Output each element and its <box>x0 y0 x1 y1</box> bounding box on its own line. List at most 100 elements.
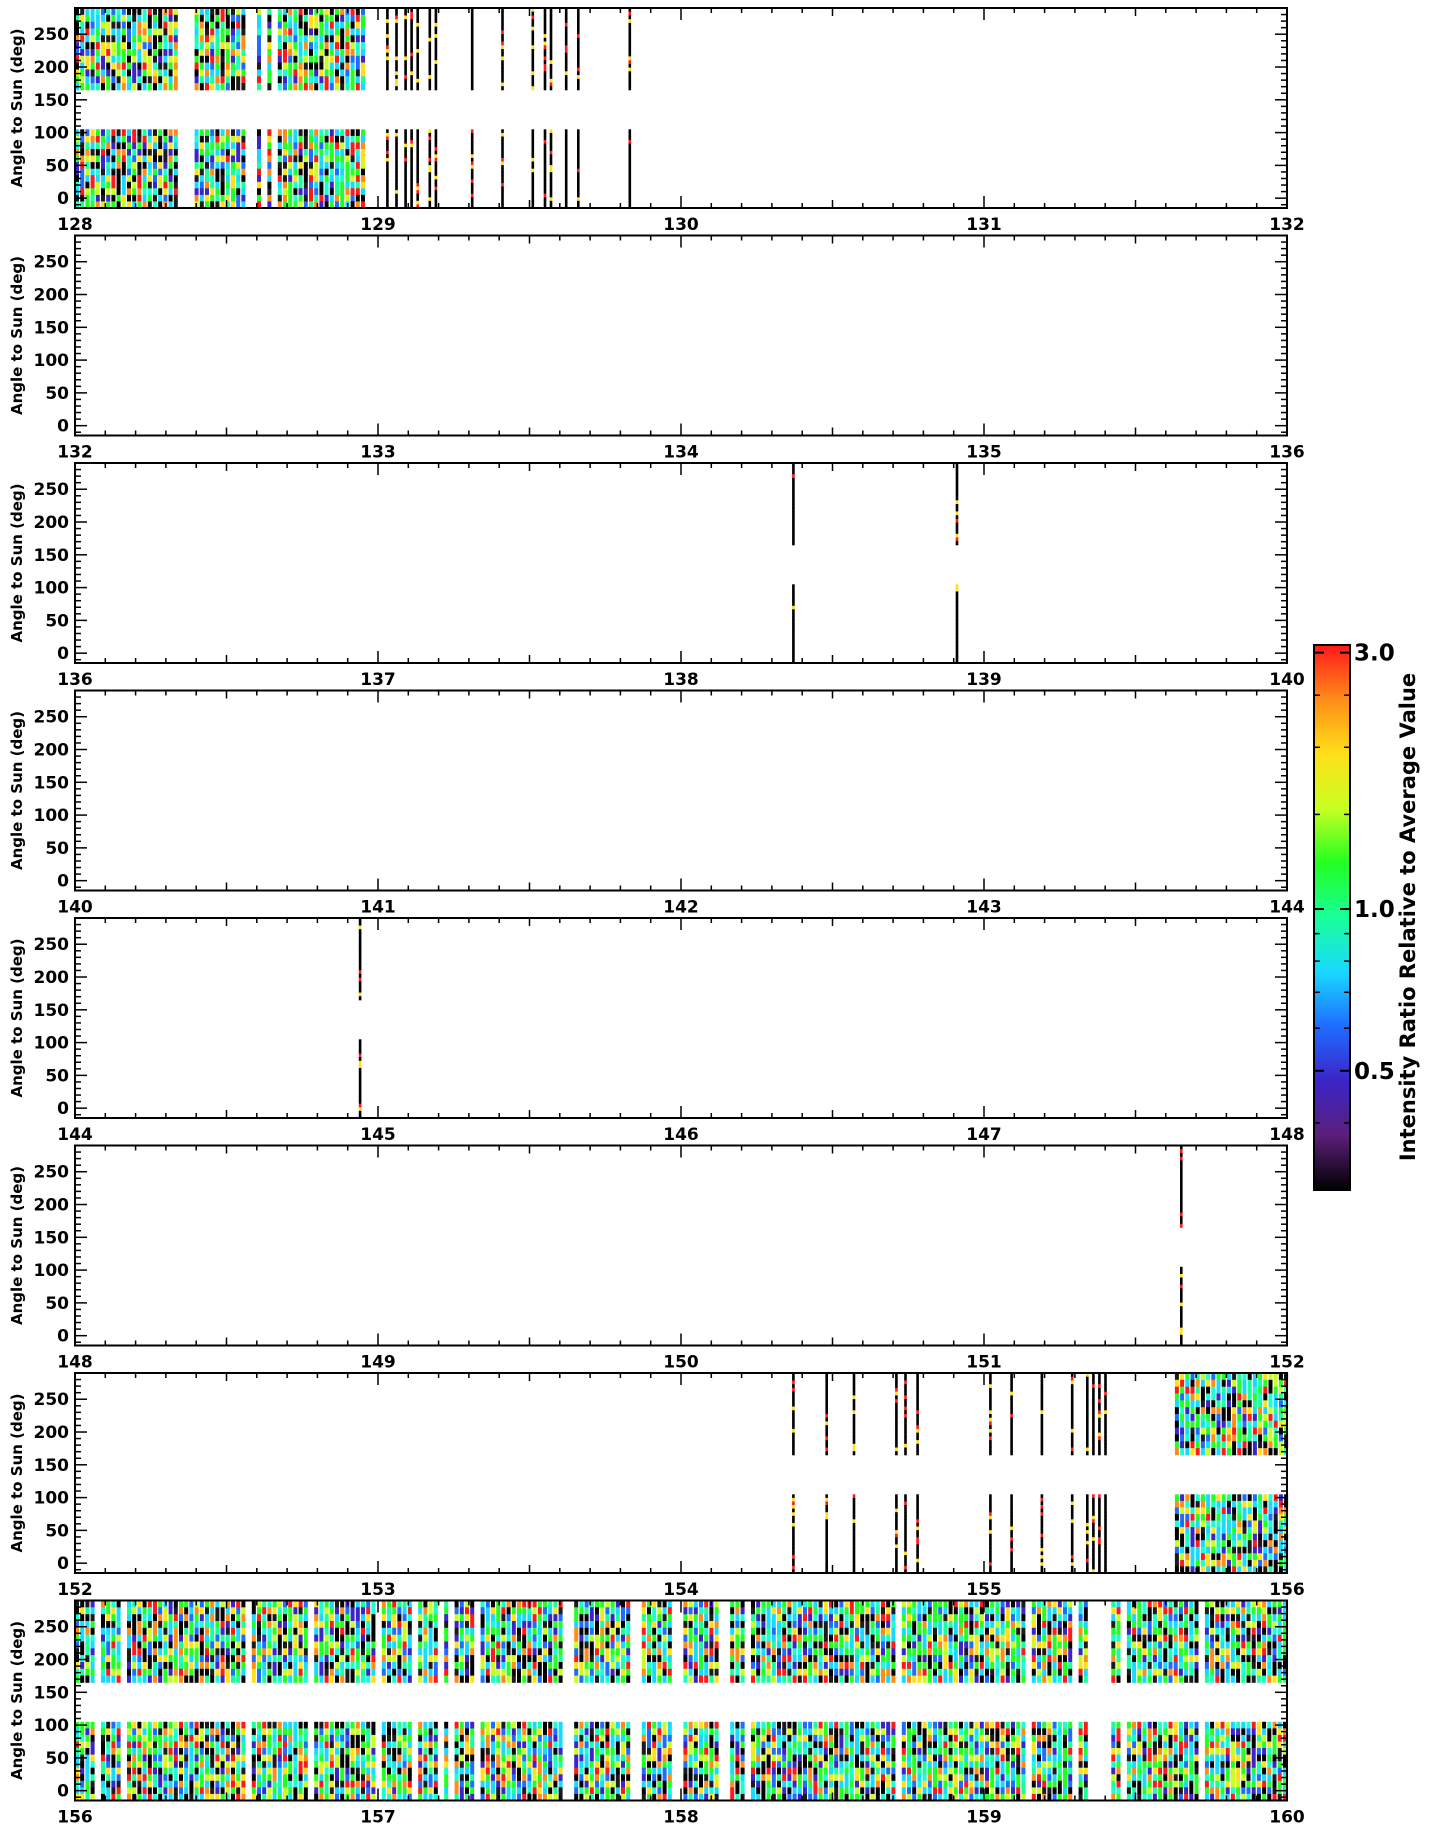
heatmap-cell <box>428 204 432 209</box>
heatmap-cell <box>324 49 329 57</box>
heatmap-cell <box>1206 1448 1211 1456</box>
heatmap-cell <box>1092 1447 1095 1452</box>
heatmap-cell <box>989 1551 992 1556</box>
heatmap-cell <box>127 1728 131 1736</box>
heatmap-cell <box>916 1562 919 1567</box>
heatmap-cell <box>434 34 438 39</box>
heatmap-cell <box>1092 1497 1095 1502</box>
heatmap-cell <box>153 21 157 29</box>
heatmap-cell <box>577 15 580 20</box>
heatmap-cell <box>1216 1533 1221 1541</box>
heatmap-cell <box>210 1668 215 1676</box>
heatmap-cell <box>1232 1494 1237 1502</box>
heatmap-cell <box>85 28 90 36</box>
heatmap-cell <box>137 83 142 91</box>
heatmap-cell <box>410 193 413 198</box>
heatmap-cell <box>825 1436 828 1441</box>
heatmap-cell <box>1206 1520 1211 1528</box>
heatmap-cell <box>428 52 432 57</box>
heatmap-cell <box>1247 1434 1252 1442</box>
heatmap-cell <box>168 1734 173 1742</box>
heatmap-cell <box>955 530 959 535</box>
heatmap-cell <box>1086 1373 1089 1378</box>
heatmap-cell <box>531 86 535 91</box>
heatmap-cell <box>1185 1386 1190 1394</box>
heatmap-cell <box>101 168 105 176</box>
heatmap-cell <box>340 49 345 57</box>
heatmap-cell <box>210 1614 215 1622</box>
heatmap-cell <box>142 1621 147 1629</box>
heatmap-cell <box>358 1078 362 1083</box>
heatmap-cell <box>85 62 90 70</box>
heatmap-cell <box>168 1627 173 1635</box>
heatmap-cell <box>989 1505 992 1509</box>
heatmap-cell <box>1092 1522 1095 1527</box>
heatmap-cell <box>1258 1386 1263 1394</box>
heatmap-cell <box>142 1774 147 1782</box>
heatmap-cell <box>75 28 79 36</box>
heatmap-cell <box>220 155 225 163</box>
heatmap-cell <box>127 1662 131 1670</box>
heatmap-cell <box>1086 1501 1089 1506</box>
heatmap-cell <box>303 194 308 202</box>
heatmap-cell <box>85 1675 90 1683</box>
heatmap-cell <box>386 186 389 191</box>
heatmap-cell <box>95 69 100 77</box>
heatmap-cell <box>792 1421 795 1426</box>
heatmap-cell <box>324 175 329 183</box>
heatmap-cell <box>85 1662 90 1670</box>
heatmap-cell <box>205 28 209 36</box>
heatmap-cell <box>179 1655 183 1663</box>
heatmap-cell <box>309 35 313 43</box>
y-axis-title: Angle to Sun (deg) <box>8 1166 26 1325</box>
heatmap-cell <box>194 1761 199 1769</box>
heatmap-cell <box>95 42 100 50</box>
heatmap-cell <box>1180 1281 1183 1286</box>
heatmap-cell <box>543 193 547 198</box>
heatmap-cell <box>153 76 157 84</box>
heatmap-cell <box>80 1728 85 1736</box>
heatmap-cell <box>85 1721 90 1729</box>
heatmap-cell <box>1098 1414 1101 1419</box>
heatmap-cell <box>80 35 85 43</box>
heatmap-cell <box>194 1648 199 1656</box>
heatmap-cell <box>225 1600 230 1608</box>
heatmap-cell <box>1104 1555 1107 1560</box>
heatmap-cell <box>329 35 334 43</box>
heatmap-cell <box>543 186 547 191</box>
heatmap-cell <box>173 1754 178 1762</box>
heatmap-cell <box>215 35 220 43</box>
heatmap-cell <box>1226 1373 1231 1381</box>
y-tick-label: 150 <box>34 546 70 566</box>
heatmap-cell <box>179 1741 183 1749</box>
heatmap-cell <box>241 42 246 50</box>
heatmap-cell <box>1180 1274 1183 1278</box>
y-axis-title: Angle to Sun (deg) <box>8 483 26 642</box>
heatmap-cell <box>1273 1386 1278 1394</box>
heatmap-cell <box>153 1754 157 1762</box>
heatmap-cell <box>225 1607 230 1615</box>
heatmap-cell <box>395 49 398 54</box>
heatmap-cell <box>314 181 319 189</box>
heatmap-cell <box>1263 1500 1268 1508</box>
heatmap-cell <box>416 147 419 152</box>
heatmap-cell <box>904 1497 907 1502</box>
heatmap-cell <box>142 1634 147 1642</box>
heatmap-cell <box>1211 1527 1216 1535</box>
heatmap-cell <box>355 42 360 50</box>
heatmap-cell <box>309 162 313 170</box>
heatmap-cell <box>194 1641 199 1649</box>
heatmap-cell <box>852 1530 856 1535</box>
heatmap-cell <box>101 1641 105 1649</box>
heatmap-cell <box>267 76 272 84</box>
heatmap-cell <box>1263 1546 1268 1554</box>
heatmap-cell <box>1092 1432 1095 1437</box>
heatmap-cell <box>210 1655 215 1663</box>
heatmap-cell <box>132 21 137 29</box>
heatmap-cell <box>1237 1386 1242 1394</box>
heatmap-cell <box>210 69 215 77</box>
x-tick-label: 155 <box>966 1580 1002 1600</box>
heatmap-cell <box>1040 1505 1044 1509</box>
heatmap-cell <box>1010 1428 1013 1433</box>
